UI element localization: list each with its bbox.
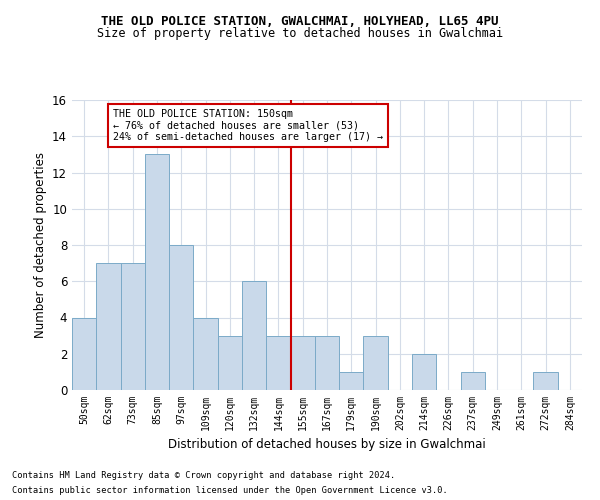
Bar <box>290 336 315 390</box>
Bar <box>218 336 242 390</box>
X-axis label: Distribution of detached houses by size in Gwalchmai: Distribution of detached houses by size … <box>168 438 486 452</box>
Bar <box>461 372 485 390</box>
Text: THE OLD POLICE STATION, GWALCHMAI, HOLYHEAD, LL65 4PU: THE OLD POLICE STATION, GWALCHMAI, HOLYH… <box>101 15 499 28</box>
Bar <box>412 354 436 390</box>
Text: Contains HM Land Registry data © Crown copyright and database right 2024.: Contains HM Land Registry data © Crown c… <box>12 471 395 480</box>
Bar <box>145 154 169 390</box>
Bar <box>339 372 364 390</box>
Bar <box>121 263 145 390</box>
Bar <box>364 336 388 390</box>
Bar <box>169 245 193 390</box>
Bar <box>533 372 558 390</box>
Bar <box>72 318 96 390</box>
Bar <box>266 336 290 390</box>
Y-axis label: Number of detached properties: Number of detached properties <box>34 152 47 338</box>
Bar <box>96 263 121 390</box>
Bar <box>193 318 218 390</box>
Text: Contains public sector information licensed under the Open Government Licence v3: Contains public sector information licen… <box>12 486 448 495</box>
Bar <box>315 336 339 390</box>
Text: Size of property relative to detached houses in Gwalchmai: Size of property relative to detached ho… <box>97 28 503 40</box>
Bar <box>242 281 266 390</box>
Text: THE OLD POLICE STATION: 150sqm
← 76% of detached houses are smaller (53)
24% of : THE OLD POLICE STATION: 150sqm ← 76% of … <box>113 109 383 142</box>
